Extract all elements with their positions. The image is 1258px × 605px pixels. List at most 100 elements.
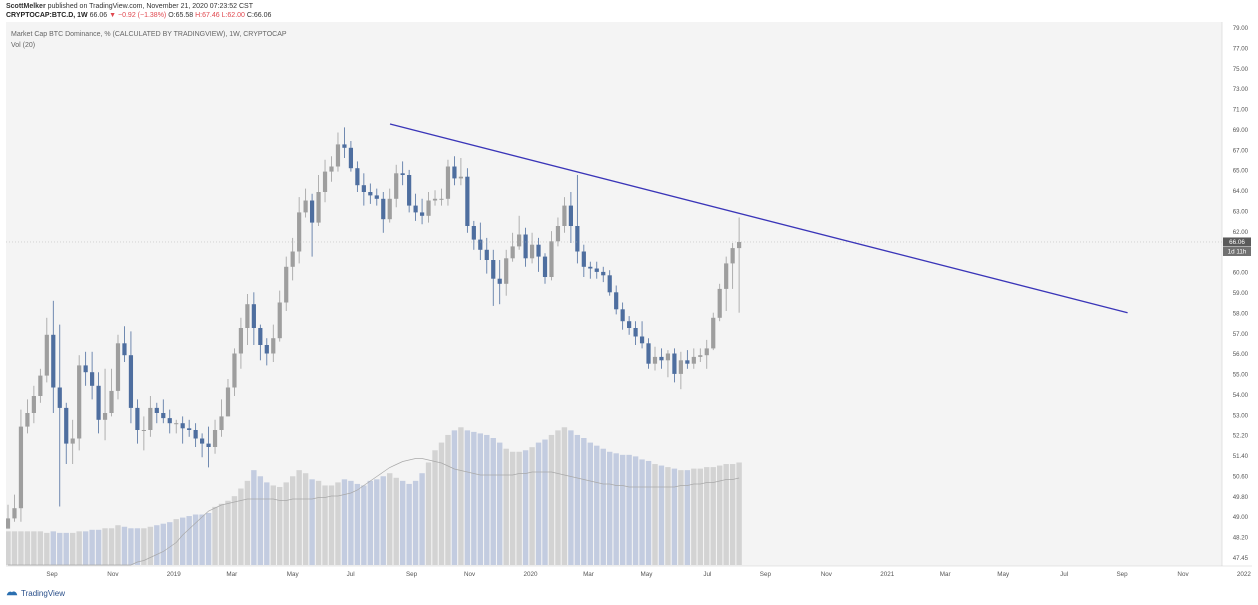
candle[interactable] xyxy=(678,351,683,390)
chart-frame[interactable]: 79.00 77.00 75.00 73.00 71.00 69.00 67.00 65.00… xyxy=(5,22,1252,582)
candle[interactable] xyxy=(38,368,43,403)
candle[interactable] xyxy=(309,193,315,257)
candle[interactable] xyxy=(141,416,146,451)
candle[interactable] xyxy=(148,396,153,437)
candle[interactable] xyxy=(316,175,321,226)
candle[interactable] xyxy=(342,127,347,158)
candle[interactable] xyxy=(510,232,515,262)
candle[interactable] xyxy=(277,290,282,342)
trendline[interactable] xyxy=(389,123,1128,314)
candle[interactable] xyxy=(555,217,561,247)
candle[interactable] xyxy=(478,222,483,260)
time-axis[interactable]: Sep Nov 2019 Mar May Jul Sep Nov 2020 Mar May Jul Se… xyxy=(46,571,1251,578)
candle[interactable] xyxy=(452,156,457,186)
candle[interactable] xyxy=(542,253,548,284)
candle[interactable] xyxy=(284,256,289,311)
candle[interactable] xyxy=(64,402,69,464)
candle[interactable] xyxy=(465,168,470,233)
candle[interactable] xyxy=(154,402,159,424)
candle[interactable] xyxy=(614,285,619,315)
candle[interactable] xyxy=(245,294,250,345)
candle[interactable] xyxy=(445,159,451,206)
candle[interactable] xyxy=(51,300,56,413)
candle[interactable] xyxy=(497,260,502,305)
candle[interactable] xyxy=(517,215,522,250)
candle[interactable] xyxy=(504,249,509,296)
candle[interactable] xyxy=(724,256,729,311)
candle[interactable] xyxy=(161,399,166,424)
candle[interactable] xyxy=(225,379,231,417)
candle[interactable] xyxy=(264,338,269,366)
candle[interactable] xyxy=(238,317,244,369)
candle[interactable] xyxy=(627,316,632,335)
candle[interactable] xyxy=(109,368,114,417)
candle[interactable] xyxy=(90,351,95,400)
candle[interactable] xyxy=(620,302,625,330)
candle[interactable] xyxy=(458,158,463,186)
author-name[interactable]: ScottMelker xyxy=(6,3,46,10)
candle[interactable] xyxy=(588,261,593,279)
candle[interactable] xyxy=(549,231,554,281)
candle[interactable] xyxy=(115,334,121,400)
candle[interactable] xyxy=(639,321,645,349)
candle[interactable] xyxy=(335,132,341,172)
candle[interactable] xyxy=(193,423,198,447)
candle[interactable] xyxy=(491,249,496,306)
candle[interactable] xyxy=(271,324,276,362)
candle[interactable] xyxy=(219,399,224,437)
candle[interactable] xyxy=(568,192,573,243)
candle[interactable] xyxy=(691,348,696,369)
candle[interactable] xyxy=(704,339,709,369)
candle[interactable] xyxy=(685,350,690,369)
candle[interactable] xyxy=(206,426,211,468)
candle[interactable] xyxy=(607,270,612,296)
candle[interactable] xyxy=(575,175,580,264)
candle[interactable] xyxy=(471,220,476,250)
price-chart[interactable]: 79.00 77.00 75.00 73.00 71.00 69.00 67.00 65.00… xyxy=(5,22,1252,582)
candle[interactable] xyxy=(96,372,101,434)
candle[interactable] xyxy=(128,331,134,424)
candle[interactable] xyxy=(355,161,360,192)
candle[interactable] xyxy=(258,324,263,361)
candle[interactable] xyxy=(394,164,399,208)
candle[interactable] xyxy=(212,419,218,454)
candle[interactable] xyxy=(536,237,541,272)
candle[interactable] xyxy=(646,338,651,369)
candle[interactable] xyxy=(413,193,418,221)
candle[interactable] xyxy=(83,351,88,386)
candle[interactable] xyxy=(439,188,444,206)
candle[interactable] xyxy=(659,348,664,369)
candle[interactable] xyxy=(31,385,36,424)
candle[interactable] xyxy=(167,409,172,434)
candle[interactable] xyxy=(329,156,334,182)
candle[interactable] xyxy=(737,217,742,313)
candle[interactable] xyxy=(44,317,49,383)
candle[interactable] xyxy=(187,419,192,437)
candle[interactable] xyxy=(387,188,392,223)
candle[interactable] xyxy=(368,183,373,204)
candle[interactable] xyxy=(25,399,30,434)
candle[interactable] xyxy=(400,161,405,186)
candle[interactable] xyxy=(5,504,11,529)
candle[interactable] xyxy=(419,198,425,225)
candle[interactable] xyxy=(77,355,82,451)
candle[interactable] xyxy=(200,433,205,458)
candle[interactable] xyxy=(698,348,703,362)
candle[interactable] xyxy=(523,227,528,267)
candle[interactable] xyxy=(581,244,586,277)
candle[interactable] xyxy=(57,324,62,507)
candle[interactable] xyxy=(251,292,256,345)
candle[interactable] xyxy=(348,141,354,172)
candle[interactable] xyxy=(18,409,24,522)
candle[interactable] xyxy=(562,197,567,233)
candle[interactable] xyxy=(730,243,735,289)
candle[interactable] xyxy=(174,419,179,434)
candle[interactable] xyxy=(232,348,237,396)
candle[interactable] xyxy=(665,350,671,378)
candle[interactable] xyxy=(135,399,140,444)
candle[interactable] xyxy=(407,169,412,213)
candle[interactable] xyxy=(601,266,606,283)
candle[interactable] xyxy=(711,312,716,351)
candle[interactable] xyxy=(484,237,489,274)
candle[interactable] xyxy=(374,188,379,206)
